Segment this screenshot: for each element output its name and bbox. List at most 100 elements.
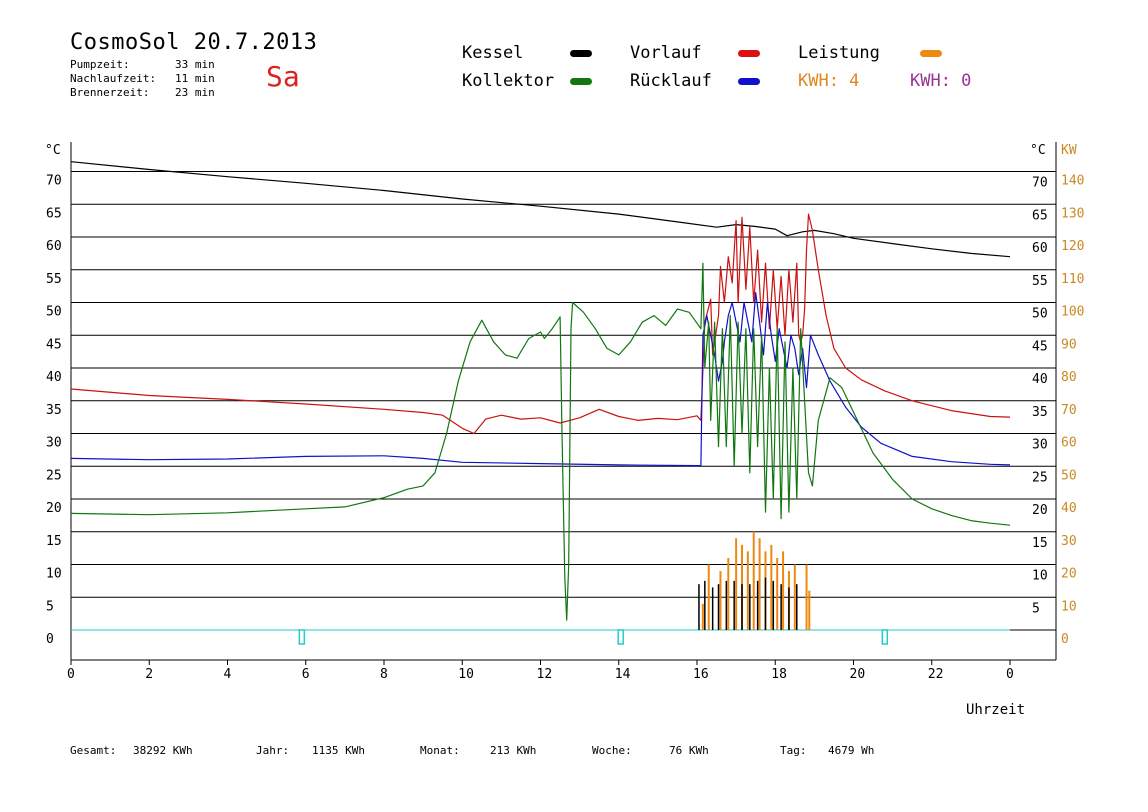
y-tick-left: 15	[46, 534, 62, 549]
x-tick: 4	[224, 667, 232, 682]
legend-ruecklauf-label: Rücklauf	[630, 71, 712, 91]
x-tick: 10	[458, 667, 474, 682]
grid-lines	[71, 171, 1056, 598]
time-markers	[298, 629, 889, 645]
x-tick: 12	[537, 667, 553, 682]
series-line-rcklauf	[70, 292, 1011, 467]
x-tick: 18	[771, 667, 787, 682]
y-unit-left: °C	[45, 143, 61, 158]
y-tick-power: 80	[1061, 370, 1077, 385]
stat-brennerzeit-label: Brennerzeit:	[70, 86, 150, 99]
y-tick-right: 60	[1032, 241, 1048, 256]
y-tick-power: 10	[1061, 599, 1077, 614]
y-tick-right: 55	[1032, 274, 1048, 289]
footer-tag-label: Tag:	[780, 744, 807, 757]
y-tick-right: 25	[1032, 470, 1048, 485]
y-unit-power: KW	[1061, 143, 1077, 158]
y-tick-power: 0	[1061, 632, 1069, 647]
y-tick-left: 35	[46, 403, 62, 418]
legend-vorlauf-label: Vorlauf	[630, 43, 702, 63]
x-tick: 0	[67, 667, 75, 682]
legend-vorlauf-swatch	[738, 50, 760, 57]
time-marker	[617, 629, 624, 645]
legend-kwh-burner: KWH: 0	[910, 71, 972, 91]
x-tick: 6	[302, 667, 310, 682]
legend-kessel-swatch	[570, 50, 592, 57]
y-tick-right: 45	[1032, 339, 1048, 354]
y-tick-power: 30	[1061, 534, 1077, 549]
y-tick-right: 50	[1032, 307, 1048, 322]
y-tick-right: 10	[1032, 569, 1048, 584]
y-unit-right: °C	[1030, 143, 1046, 158]
legend-kessel-label: Kessel	[462, 43, 524, 63]
y-tick-left: 70	[46, 174, 62, 189]
x-tick: 22	[928, 667, 944, 682]
stat-brennerzeit-value: 23 min	[175, 86, 215, 99]
footer-monat-label: Monat:	[420, 744, 460, 757]
x-axis-label: Uhrzeit	[966, 702, 1025, 718]
x-tick: 14	[615, 667, 631, 682]
footer-monat-value: 213 KWh	[490, 744, 537, 757]
y-tick-left: 40	[46, 370, 62, 385]
y-tick-power: 110	[1061, 272, 1084, 287]
y-tick-left: 60	[46, 239, 62, 254]
y-tick-power: 100	[1061, 305, 1084, 320]
time-marker	[881, 629, 889, 645]
y-tick-right: 65	[1032, 208, 1048, 223]
legend-kwh-solar: KWH: 4	[798, 71, 860, 91]
legend-kollektor-label: Kollektor	[462, 71, 555, 91]
y-tick-right: 5	[1032, 601, 1040, 616]
footer-jahr-value: 1135 KWh	[312, 744, 365, 757]
series-lines	[70, 161, 1011, 621]
x-tick: 8	[380, 667, 388, 682]
tick-labels: °C °C KW7065605550454035302520151050706560…	[45, 143, 1084, 718]
y-tick-left: 50	[46, 305, 62, 320]
stat-pumpzeit-label: Pumpzeit:	[70, 58, 130, 71]
x-tick: 16	[693, 667, 709, 682]
x-tick: 20	[850, 667, 866, 682]
y-tick-right: 40	[1032, 372, 1048, 387]
y-tick-left: 0	[46, 632, 54, 647]
y-tick-right: 30	[1032, 438, 1048, 453]
power-pulses	[698, 531, 811, 630]
y-tick-left: 20	[46, 501, 62, 516]
legend-kollektor-swatch	[570, 78, 592, 85]
axes	[70, 142, 1057, 665]
y-tick-power: 50	[1061, 468, 1077, 483]
y-tick-left: 5	[46, 599, 54, 614]
y-tick-left: 45	[46, 337, 62, 352]
y-tick-power: 120	[1061, 239, 1084, 254]
y-tick-left: 25	[46, 468, 62, 483]
series-line-kessel	[70, 161, 1011, 258]
y-tick-right: 70	[1032, 176, 1048, 191]
y-tick-power: 40	[1061, 501, 1077, 516]
chart-title: CosmoSol 20.7.2013	[70, 30, 318, 55]
y-tick-left: 55	[46, 272, 62, 287]
series-line-kollektor	[70, 262, 1011, 621]
y-tick-left: 65	[46, 206, 62, 221]
y-tick-left: 30	[46, 436, 62, 451]
y-tick-power: 20	[1061, 567, 1077, 582]
y-tick-power: 140	[1061, 174, 1084, 189]
y-tick-right: 20	[1032, 503, 1048, 518]
footer-woche-value: 76 KWh	[669, 744, 709, 757]
x-tick: 0	[1006, 667, 1014, 682]
weekday-label: Sa	[266, 60, 300, 93]
y-tick-power: 70	[1061, 403, 1077, 418]
y-tick-left: 10	[46, 567, 62, 582]
footer-gesamt-value: 38292 KWh	[133, 744, 193, 757]
time-marker	[298, 629, 306, 645]
stat-nachlaufzeit-value: 11 min	[175, 72, 215, 85]
legend-leistung-label: Leistung	[798, 43, 880, 63]
y-tick-power: 60	[1061, 436, 1077, 451]
footer-tag-value: 4679 Wh	[828, 744, 875, 757]
y-tick-right: 35	[1032, 405, 1048, 420]
stat-nachlaufzeit-label: Nachlaufzeit:	[70, 72, 157, 85]
y-tick-right: 15	[1032, 536, 1048, 551]
legend-ruecklauf-swatch	[738, 78, 760, 85]
footer-jahr-label: Jahr:	[256, 744, 290, 757]
footer-gesamt-label: Gesamt:	[70, 744, 117, 757]
y-tick-power: 130	[1061, 206, 1084, 221]
series-line-vorlauf	[70, 213, 1011, 435]
